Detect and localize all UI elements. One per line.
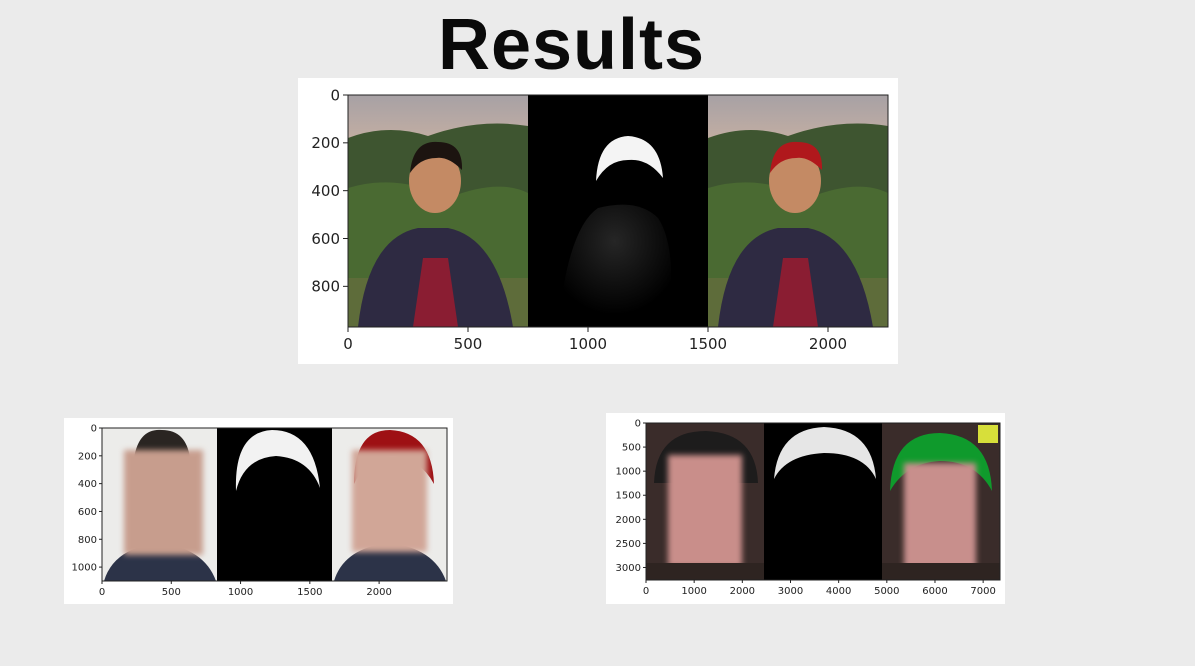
panel-hair-mask — [217, 428, 332, 581]
figure-top-plot: 0 500 1000 1500 2000 0 200 400 600 800 — [311, 86, 889, 353]
figure-bottom-left-image — [102, 428, 447, 581]
x-tick-label: 7000 — [970, 586, 995, 597]
figure-top-image — [348, 95, 888, 328]
x-tick-label: 2000 — [809, 335, 847, 353]
y-tick-label: 0 — [91, 424, 97, 435]
panel-original-photo — [348, 95, 528, 328]
y-tick-label: 1000 — [616, 467, 641, 478]
y-tick-label: 0 — [635, 419, 641, 430]
x-tick-label: 2000 — [366, 587, 391, 598]
x-tick-label: 1000 — [681, 586, 706, 597]
y-tick-label: 2500 — [616, 539, 641, 550]
y-tick-label: 0 — [330, 86, 340, 104]
x-tick-label: 1000 — [569, 335, 607, 353]
y-tick-label: 2000 — [616, 515, 641, 526]
y-tick-label: 600 — [78, 507, 97, 518]
slide-title: Results — [437, 5, 706, 85]
y-tick-label: 200 — [78, 451, 97, 462]
x-tick-label: 2000 — [730, 586, 755, 597]
x-tick-label: 0 — [99, 587, 105, 598]
figure-bottom-right-image — [646, 423, 1000, 580]
figure-bottom-left-plot: 0 500 1000 1500 2000 0 200 400 600 800 1000 — [72, 424, 448, 599]
panel-recolored-green-blurred — [882, 423, 1000, 580]
x-tick-label: 1500 — [297, 587, 322, 598]
figure-bottom-left-axes: 0 500 1000 1500 2000 0 200 400 600 800 1000 — [72, 424, 392, 599]
x-tick-label: 0 — [343, 335, 353, 353]
panel-original-photo-blurred — [102, 428, 217, 581]
figure-top-axes: 0 500 1000 1500 2000 0 200 400 600 800 — [311, 86, 847, 353]
x-tick-label: 0 — [643, 586, 649, 597]
panel-recolored-red — [708, 95, 888, 328]
x-tick-label: 5000 — [874, 586, 899, 597]
panel-hair-mask — [764, 423, 882, 580]
y-tick-label: 200 — [311, 134, 340, 152]
figure-bottom-right-axes: 0 1000 2000 3000 4000 5000 6000 7000 0 500 1000 150… — [616, 419, 996, 598]
y-tick-label: 400 — [311, 182, 340, 200]
panel-original-photo-blurred — [646, 423, 764, 580]
x-tick-label: 6000 — [922, 586, 947, 597]
x-tick-label: 500 — [162, 587, 181, 598]
y-tick-label: 400 — [78, 479, 97, 490]
figure-bottom-left: 0 500 1000 1500 2000 0 200 400 600 800 1000 — [64, 418, 453, 604]
y-tick-label: 800 — [311, 278, 340, 296]
panel-recolored-red-blurred — [332, 428, 447, 581]
figure-bottom-right: 0 1000 2000 3000 4000 5000 6000 7000 0 500 1000 150… — [606, 413, 1005, 604]
figure-top: 0 500 1000 1500 2000 0 200 400 600 800 — [298, 78, 898, 364]
x-tick-label: 4000 — [826, 586, 851, 597]
panel-hair-mask — [528, 95, 708, 327]
x-tick-label: 500 — [454, 335, 483, 353]
x-tick-label: 1500 — [689, 335, 727, 353]
y-tick-label: 1500 — [616, 491, 641, 502]
x-tick-label: 1000 — [228, 587, 253, 598]
x-tick-label: 3000 — [778, 586, 803, 597]
y-tick-label: 1000 — [72, 563, 97, 574]
figure-bottom-right-plot: 0 1000 2000 3000 4000 5000 6000 7000 0 500 1000 150… — [616, 419, 1001, 598]
y-tick-label: 3000 — [616, 563, 641, 574]
y-tick-label: 500 — [622, 443, 641, 454]
y-tick-label: 600 — [311, 230, 340, 248]
y-tick-label: 800 — [78, 535, 97, 546]
